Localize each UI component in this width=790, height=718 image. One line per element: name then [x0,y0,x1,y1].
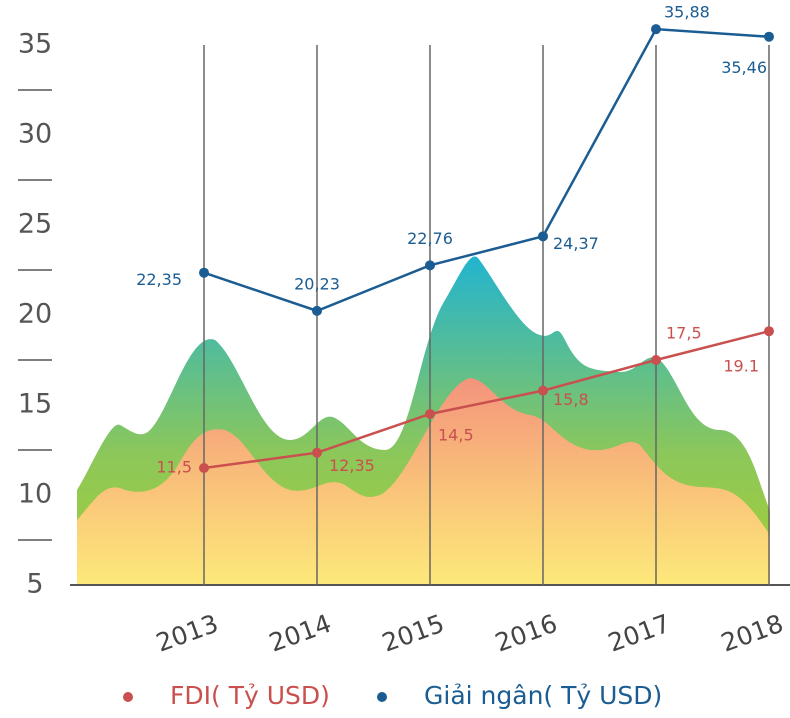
point [312,306,322,316]
y-tick-label: 15 [18,389,52,420]
y-tick-label: 35 [18,29,52,60]
series-line [204,29,769,311]
y-tick-label: 30 [18,119,52,150]
data-label: 11,5 [156,458,192,477]
point [425,260,435,270]
x-tick-label: 2015 [378,609,448,658]
data-label: 19.1 [723,357,759,376]
x-tick-label: 2017 [604,609,674,658]
x-tick-label: 2013 [152,609,222,658]
legend-marker [123,692,133,702]
y-tick-label: 10 [18,479,52,510]
data-label: 35,46 [721,58,767,77]
point [764,326,774,336]
data-label: 35,88 [664,3,710,22]
legend-marker [377,692,387,702]
data-label: 24,37 [553,234,599,253]
point [651,24,661,34]
legend-label: FDI( Tỷ USD) [170,681,330,710]
point [538,231,548,241]
data-label: 22,76 [407,229,453,248]
point [651,355,661,365]
point [199,268,209,278]
data-label: 14,5 [438,426,474,445]
y-tick-label: 20 [18,299,52,330]
x-tick-label: 2018 [717,609,787,658]
y-tick-label: 25 [18,209,52,240]
point [312,448,322,458]
chart: 5 10 15 20 25 30 35 2013 2014 2015 2016 2017 2018 11,… [0,0,790,718]
x-tick-label: 2014 [265,609,335,658]
data-label: 15,8 [553,390,589,409]
point [199,463,209,473]
point [764,32,774,42]
data-label: 12,35 [329,456,375,475]
data-label: 17,5 [666,324,702,343]
legend-label: Giải ngân( Tỷ USD) [424,681,662,710]
data-label: 20,23 [294,274,340,293]
data-label: 22,35 [136,270,182,289]
point [425,409,435,419]
x-tick-label: 2016 [491,609,561,658]
y-tick-label: 5 [26,569,43,600]
point [538,386,548,396]
